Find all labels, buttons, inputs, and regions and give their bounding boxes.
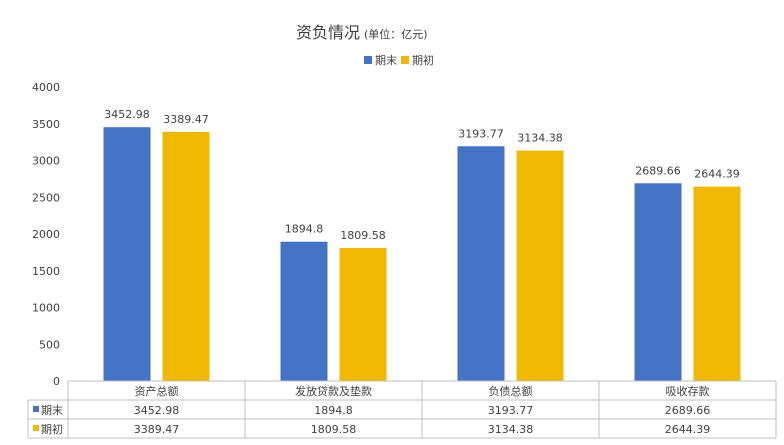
y-tick-label-2: 1000 [32,302,60,315]
table-cell-1-0: 3389.47 [134,423,180,436]
category-label-1: 发放贷款及垫款 [295,384,372,398]
data-label-0-0: 3452.98 [104,108,150,121]
table-cell-0-2: 3193.77 [488,404,534,417]
bar-3-1 [693,186,741,381]
table-swatch-1 [33,425,39,431]
y-tick-label-0: 0 [53,375,60,388]
y-tick-label-6: 3000 [32,155,60,168]
y-tick-label-4: 2000 [32,228,60,241]
legend: 期末 期初 [364,53,434,67]
data-label-3-0: 2689.66 [635,164,681,177]
bar-1-1 [339,247,387,381]
legend-swatch-0 [364,56,372,64]
legend-label-1: 期初 [412,53,434,67]
category-label-3: 吸收存款 [666,384,710,398]
table-row-label-1: 期初 [41,422,63,436]
bar-1-0 [280,241,328,381]
bars: 3452.98 3389.47 1894.8 1809.58 3193.77 3134.3… [103,108,741,382]
y-tick-label-8: 4000 [32,81,60,94]
category-label-0: 资产总额 [135,384,179,398]
y-tick-label-5: 2500 [32,191,60,204]
legend-label-0: 期末 [375,53,397,67]
table-row-label-0: 期末 [41,403,63,417]
bar-2-1 [516,150,564,381]
legend-swatch-1 [401,56,409,64]
y-tick-label-1: 500 [39,338,60,351]
data-label-2-0: 3193.77 [458,127,504,140]
data-label-1-0: 1894.8 [285,223,324,236]
data-label-3-1: 2644.39 [694,168,740,181]
table-cell-1-2: 3134.38 [488,423,534,436]
y-tick-label-7: 3500 [32,118,60,131]
table-cell-0-1: 1894.8 [314,404,353,417]
bar-2-0 [457,146,505,381]
bar-0-0 [103,127,151,382]
table-cell-0-3: 2689.66 [665,404,711,417]
bar-0-1 [162,131,210,381]
table-cell-1-3: 2644.39 [665,423,711,436]
table-cell-1-1: 1809.58 [311,423,357,436]
y-axis: 0 500 1000 1500 2000 2500 3000 3500 4000 [32,81,60,388]
bar-3-0 [634,183,682,381]
data-label-1-1: 1809.58 [340,229,386,242]
chart-subtitle: (单位：亿元) [364,27,428,41]
y-tick-label-3: 1500 [32,265,60,278]
category-label-2: 负债总额 [489,384,533,398]
chart-title: 资负情况 [296,23,360,42]
data-label-0-1: 3389.47 [163,113,209,126]
table-swatch-0 [33,406,39,412]
table-cell-0-0: 3452.98 [134,404,180,417]
data-label-2-1: 3134.38 [517,132,563,145]
